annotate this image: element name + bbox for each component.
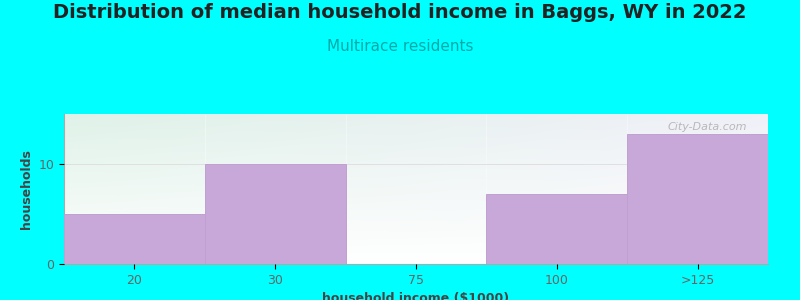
Bar — [64, 214, 205, 264]
X-axis label: household income ($1000): household income ($1000) — [322, 292, 510, 300]
Y-axis label: households: households — [20, 149, 33, 229]
Bar — [486, 194, 627, 264]
Bar — [205, 164, 346, 264]
Text: Distribution of median household income in Baggs, WY in 2022: Distribution of median household income … — [54, 3, 746, 22]
Bar — [627, 134, 768, 264]
Text: City-Data.com: City-Data.com — [667, 122, 747, 131]
Text: Multirace residents: Multirace residents — [326, 39, 474, 54]
